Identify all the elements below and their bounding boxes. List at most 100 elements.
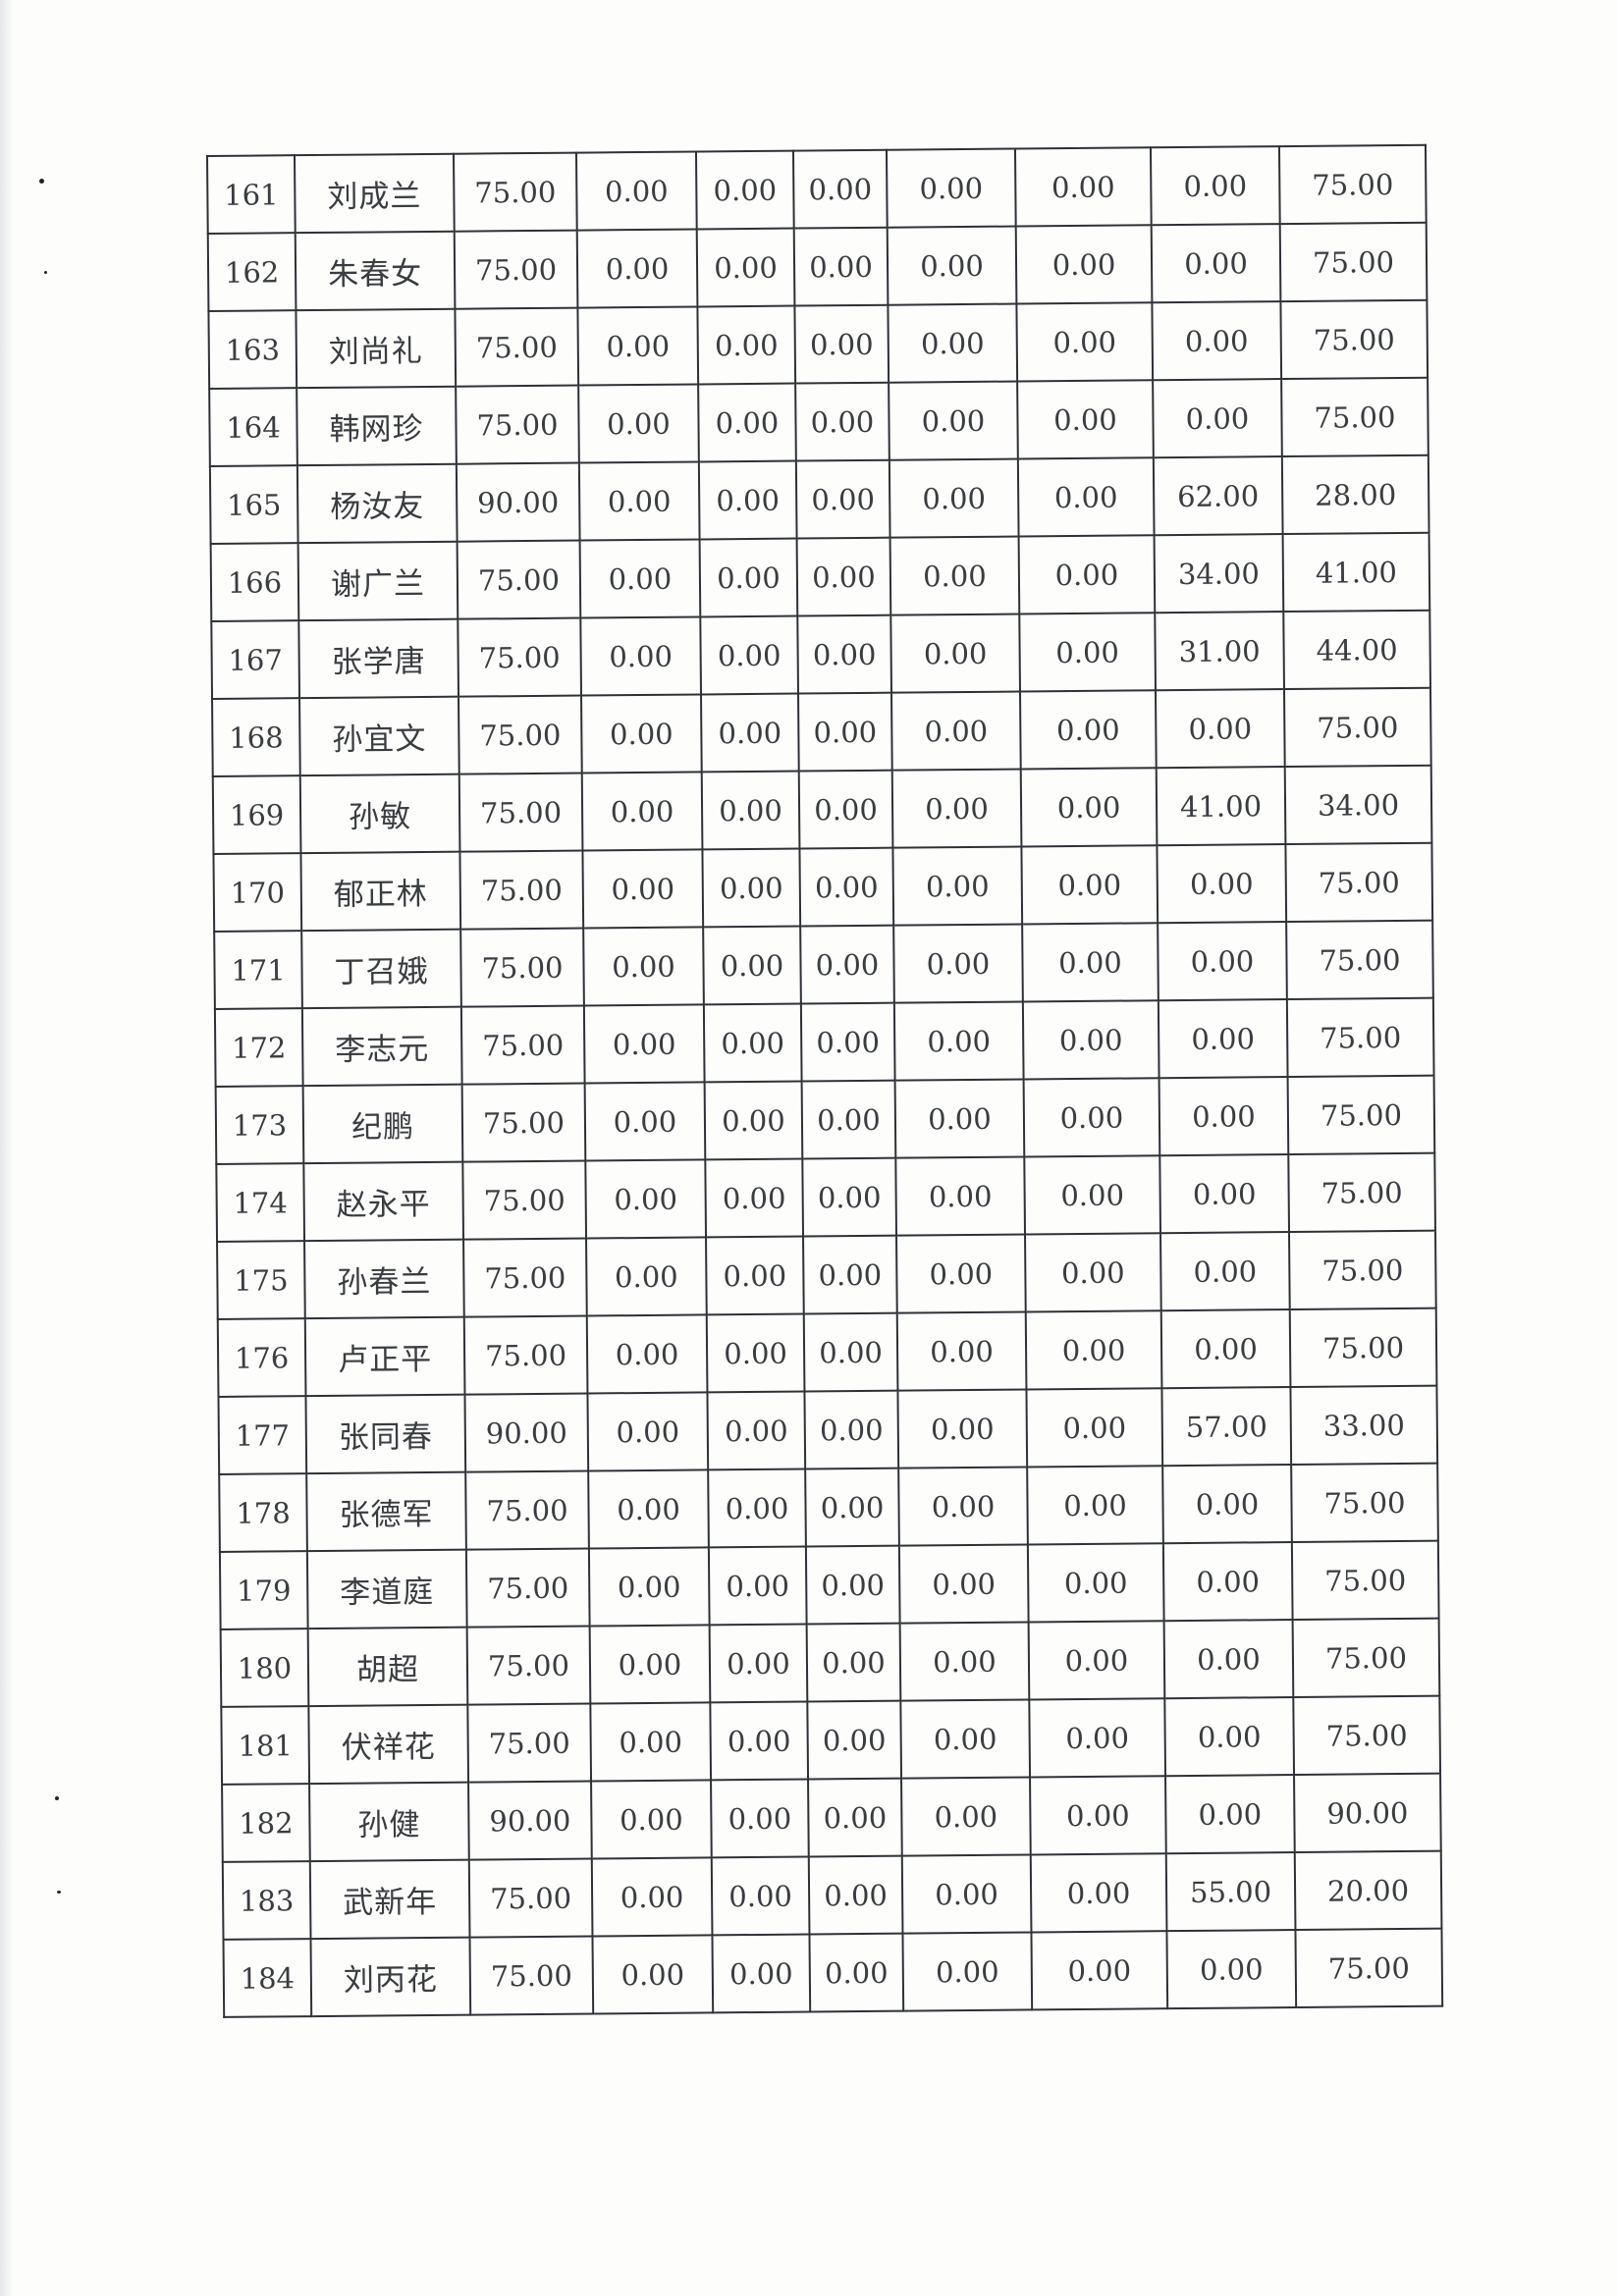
- col-4-amount: 0.00: [592, 1935, 714, 2014]
- col-4-amount: 0.00: [591, 1780, 712, 1859]
- col-3-amount: 90.00: [464, 1393, 589, 1472]
- person-name: 张同春: [305, 1394, 466, 1474]
- col-8-amount: 0.00: [1018, 535, 1156, 614]
- col-7-amount: 0.00: [888, 303, 1018, 383]
- col-8-amount: 0.00: [1021, 845, 1159, 925]
- col-4-amount: 0.00: [587, 1392, 709, 1471]
- col-9-amount: 0.00: [1164, 1697, 1295, 1777]
- col-5-amount: 0.00: [706, 1236, 804, 1315]
- row-number: 169: [212, 775, 301, 854]
- row-number: 164: [209, 388, 297, 466]
- person-name: 纪鹏: [302, 1084, 463, 1164]
- table-row: 166 谢广兰 75.00 0.00 0.00 0.00 0.00 0.00 34.00 41.0…: [210, 532, 1430, 621]
- table-row: 170 郁正林 75.00 0.00 0.00 0.00 0.00 0.00 0.00 75.00: [213, 842, 1433, 932]
- col-8-amount: 0.00: [1030, 1853, 1167, 1933]
- table-row: 182 孙健 90.00 0.00 0.00 0.00 0.00 0.00 0.00 90.00: [222, 1773, 1441, 1862]
- row-number: 184: [223, 1939, 312, 2017]
- col-8-amount: 0.00: [1015, 225, 1153, 304]
- row-number: 173: [215, 1086, 304, 1164]
- col-3-amount: 75.00: [458, 773, 583, 852]
- col-3-amount: 90.00: [468, 1781, 592, 1860]
- col-9-amount: 0.00: [1157, 844, 1287, 924]
- col-6-amount: 0.00: [798, 770, 893, 849]
- col-3-amount: 75.00: [456, 385, 579, 464]
- person-name: 伏祥花: [308, 1704, 469, 1785]
- col-6-amount: 0.00: [798, 692, 892, 772]
- col-4-amount: 0.00: [586, 1237, 707, 1316]
- col-6-amount: 0.00: [800, 1002, 895, 1082]
- col-8-amount: 0.00: [1026, 1388, 1163, 1468]
- col-9-amount: 0.00: [1153, 379, 1282, 458]
- person-name: 卢正平: [304, 1316, 465, 1397]
- col-4-amount: 0.00: [586, 1314, 708, 1394]
- col-10-amount: 75.00: [1280, 299, 1428, 380]
- table-row: 168 孙宜文 75.00 0.00 0.00 0.00 0.00 0.00 0.00 75.00: [212, 687, 1431, 776]
- col-8-amount: 0.00: [1014, 147, 1152, 227]
- col-7-amount: 0.00: [891, 769, 1022, 848]
- table-row: 175 孙春兰 75.00 0.00 0.00 0.00 0.00 0.00 0.00 75.00: [217, 1230, 1436, 1319]
- table-row: 163 刘尚礼 75.00 0.00 0.00 0.00 0.00 0.00 0.00 75.00: [208, 299, 1428, 389]
- col-9-amount: 0.00: [1160, 1309, 1291, 1389]
- person-name: 刘尚礼: [296, 308, 457, 389]
- col-9-amount: 0.00: [1162, 1542, 1293, 1622]
- col-5-amount: 0.00: [701, 771, 800, 850]
- col-6-amount: 0.00: [803, 1235, 897, 1314]
- col-4-amount: 0.00: [577, 306, 699, 386]
- col-5-amount: 0.00: [708, 1546, 807, 1626]
- col-8-amount: 0.00: [1020, 768, 1158, 847]
- col-3-amount: 75.00: [463, 1238, 587, 1317]
- col-8-amount: 0.00: [1025, 1233, 1161, 1312]
- col-6-amount: 0.00: [800, 925, 894, 1004]
- col-4-amount: 0.00: [590, 1702, 712, 1782]
- col-6-amount: 0.00: [795, 459, 890, 539]
- table-row: 181 伏祥花 75.00 0.00 0.00 0.00 0.00 0.00 0.00 75.00: [221, 1695, 1441, 1785]
- col-5-amount: 0.00: [702, 848, 801, 928]
- row-number: 165: [209, 465, 298, 544]
- row-number: 170: [213, 853, 302, 932]
- person-name: 张学唐: [298, 618, 459, 699]
- col-7-amount: 0.00: [894, 1079, 1025, 1158]
- col-9-amount: 57.00: [1161, 1387, 1292, 1467]
- col-4-amount: 0.00: [578, 461, 700, 541]
- col-3-amount: 75.00: [463, 1315, 588, 1395]
- table-row: 165 杨汝友 90.00 0.00 0.00 0.00 0.00 0.00 62.00 28.0…: [209, 454, 1429, 544]
- table-row: 171 丁召娥 75.00 0.00 0.00 0.00 0.00 0.00 0.00 75.00: [214, 920, 1433, 1009]
- col-3-amount: 75.00: [454, 230, 578, 309]
- document-table-wrapper: 161 刘成兰 75.00 0.00 0.00 0.00 0.00 0.00 0.00 75.00…: [206, 144, 1443, 2018]
- col-10-amount: 44.00: [1283, 610, 1430, 690]
- col-5-amount: 0.00: [698, 460, 797, 540]
- col-9-amount: 34.00: [1154, 534, 1284, 614]
- col-10-amount: 75.00: [1286, 997, 1434, 1078]
- col-9-amount: 0.00: [1155, 689, 1285, 769]
- person-name: 丁召娥: [301, 929, 461, 1009]
- col-6-amount: 0.00: [806, 1623, 901, 1702]
- col-9-amount: 41.00: [1156, 767, 1286, 846]
- col-10-amount: 75.00: [1293, 1695, 1441, 1776]
- col-6-amount: 0.00: [805, 1545, 900, 1625]
- person-name: 孙健: [309, 1782, 469, 1862]
- col-9-amount: 0.00: [1165, 1775, 1295, 1854]
- col-8-amount: 0.00: [1024, 1155, 1161, 1235]
- person-name: 郁正林: [300, 851, 461, 932]
- col-6-amount: 0.00: [793, 227, 889, 306]
- col-5-amount: 0.00: [710, 1701, 809, 1781]
- col-8-amount: 0.00: [1023, 1078, 1160, 1157]
- col-6-amount: 0.00: [801, 1080, 896, 1159]
- col-6-amount: 0.00: [804, 1390, 899, 1469]
- col-9-amount: 0.00: [1159, 1154, 1290, 1234]
- col-10-amount: 75.00: [1295, 1928, 1443, 2008]
- col-8-amount: 0.00: [1028, 1621, 1165, 1700]
- person-name: 孙春兰: [304, 1239, 464, 1319]
- col-3-amount: 75.00: [467, 1703, 592, 1783]
- row-number: 183: [222, 1861, 311, 1940]
- person-name: 李志元: [301, 1006, 462, 1087]
- row-number: 177: [218, 1396, 307, 1474]
- scan-edge-shadow: [0, 0, 14, 2296]
- col-7-amount: 0.00: [897, 1389, 1028, 1468]
- table-row: 174 赵永平 75.00 0.00 0.00 0.00 0.00 0.00 0.00 75.00: [216, 1152, 1435, 1242]
- col-6-amount: 0.00: [799, 847, 894, 927]
- col-6-amount: 0.00: [795, 382, 889, 461]
- col-9-amount: 0.00: [1158, 999, 1288, 1079]
- col-10-amount: 75.00: [1288, 1152, 1435, 1233]
- col-5-amount: 0.00: [706, 1313, 805, 1393]
